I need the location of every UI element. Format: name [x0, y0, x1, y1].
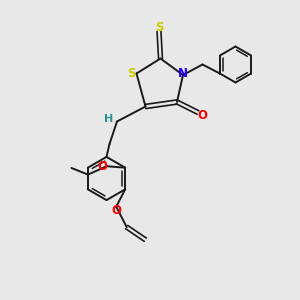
Text: O: O — [111, 204, 121, 217]
Text: S: S — [155, 21, 163, 34]
Text: N: N — [178, 67, 188, 80]
Text: O: O — [98, 160, 108, 173]
Text: H: H — [104, 114, 113, 124]
Text: O: O — [197, 109, 208, 122]
Text: S: S — [127, 67, 135, 80]
